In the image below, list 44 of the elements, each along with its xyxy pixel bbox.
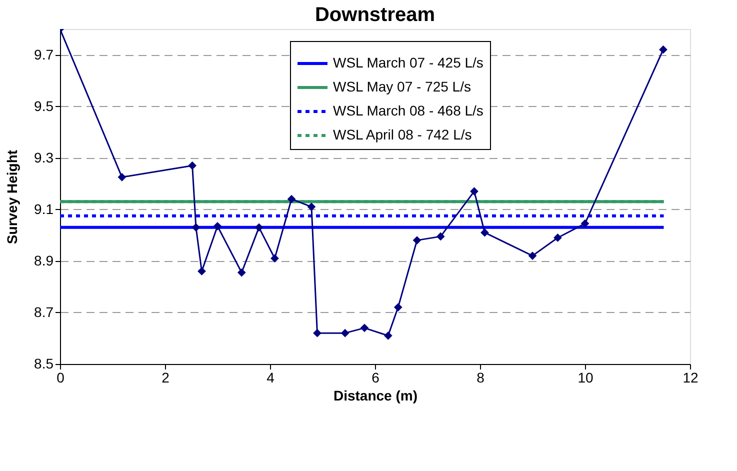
x-tick-label: 10 [578,370,594,386]
legend-label: WSL May 07 - 725 L/s [333,78,471,94]
point [237,268,246,277]
point [118,172,126,182]
x-tick-label: 4 [266,370,275,386]
point [313,328,322,338]
x-tick-label: 6 [372,370,380,386]
point [307,202,316,211]
point [287,194,296,204]
point [580,219,590,228]
y-tick-label: 9.5 [34,98,54,114]
legend-label: WSL March 08 - 468 L/s [333,102,484,118]
y-tick-label: 9.1 [34,200,54,217]
point [254,223,264,232]
y-axis-title: Survey Height [4,150,20,244]
y-tick-label: 9.7 [34,46,54,62]
point [384,331,392,340]
chart-title: Downstream [314,4,436,26]
point [360,324,369,332]
x-tick-label: 8 [476,370,485,386]
y-tick-label: 8.9 [34,252,54,268]
point [340,328,350,338]
legend-label: WSL March 07 - 425 L/s [333,54,484,70]
point [480,228,489,237]
point [192,223,200,232]
x-tick-label: 12 [682,370,698,386]
x-tick-label: 0 [56,370,65,386]
point [270,254,279,263]
x-axis-title: Distance (m) [333,388,418,404]
point [412,236,422,244]
point [394,303,402,312]
point [554,234,562,242]
point [470,187,478,196]
y-tick-label: 8.5 [34,356,54,372]
y-tick-label: 9.3 [34,149,54,166]
point [213,222,222,230]
point [198,267,206,276]
x-tick-label: 2 [162,370,170,386]
point [528,252,537,260]
point [436,232,445,241]
legend-label: WSL April 08 - 742 L/s [333,126,472,142]
y-tick-label: 8.7 [34,304,54,320]
point [659,45,668,54]
point [188,161,196,170]
